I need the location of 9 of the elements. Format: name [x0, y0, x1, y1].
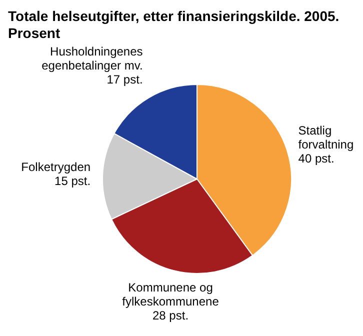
data-label: 40 pst.	[298, 151, 334, 166]
slice-label: Husholdningenes egenbetalinger mv.	[42, 44, 143, 72]
slice-label: Kommunene og fylkeskommunene	[122, 280, 220, 308]
data-label: 28 pst.	[152, 308, 189, 322]
slice-label: Statlig forvaltning	[298, 123, 354, 152]
data-label: 17 pst.	[106, 72, 143, 86]
data-label: 15 pst.	[54, 174, 91, 188]
slice-label: Folketrygden	[21, 160, 91, 174]
chart-title: Totale helseutgifter, etter finansieringskilde. 2005. Prosent	[8, 8, 340, 42]
